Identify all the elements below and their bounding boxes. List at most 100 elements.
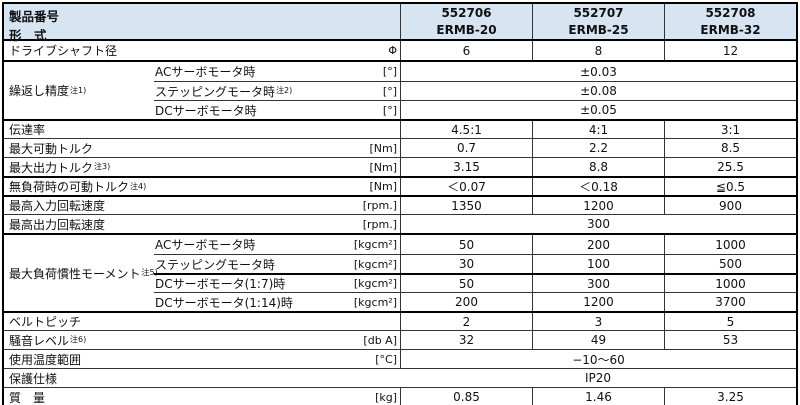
row-label: 騒音レベル — [9, 333, 70, 348]
product-column: 552708 ERMB-32 — [664, 4, 796, 39]
value-cell: 32 — [400, 331, 532, 349]
value-cell: ≦0.5 — [664, 178, 796, 195]
row-unit — [342, 369, 400, 387]
product-number-label: 製品番号 — [9, 9, 60, 24]
row-note: 注4) — [130, 181, 147, 191]
product-column: 552707 ERMB-25 — [532, 4, 664, 39]
sub-label: DCサーボモータ(1:7)時 — [155, 277, 286, 291]
row-unit: [kgcm²] — [353, 277, 397, 290]
row-label: 最高入力回転速度 — [9, 199, 106, 213]
group-label: 繰返し精度 — [9, 84, 70, 98]
product-number: 552706 — [441, 6, 492, 20]
spanned-value: 300 — [400, 215, 796, 233]
spanned-value: IP20 — [584, 371, 612, 385]
value-cell: 1200 — [532, 197, 664, 214]
value-cell: 1000 — [664, 275, 796, 292]
row-label: 保護仕様 — [9, 371, 58, 386]
sub-row-ac-servo: ACサーボモータ時 [°] ±0.03 — [154, 62, 796, 81]
row-unit: Φ — [388, 44, 397, 57]
row-unit: [°] — [382, 84, 397, 98]
row-label: 使用温度範囲 — [9, 352, 82, 367]
sub-label: ACサーボモータ時 — [155, 65, 256, 79]
spec-row-max-output-speed: 最高出力回転速度 [rpm.] 300 — [4, 214, 796, 233]
value-cell: 200 — [532, 235, 664, 254]
row-label: 質 量 — [9, 390, 46, 405]
value-cell: 1000 — [664, 235, 796, 254]
sub-row-stepping: ステッピングモータ時 注2) [°] ±0.08 — [154, 81, 796, 100]
spec-group-repeatability: 繰返し精度 注1) ACサーボモータ時 [°] ±0.03 ステッピングモータ時注… — [4, 60, 796, 119]
table-header: 製品番号 形 式 552706 ERMB-20 552707 ERMB-25 5… — [4, 4, 796, 43]
value-cell: 4:1 — [532, 121, 664, 138]
value-cell: 12 — [664, 41, 796, 60]
product-model: ERMB-25 — [568, 23, 629, 37]
sub-row-dc-servo-1-14: DCサーボモータ(1:14)時 [kgcm²] 200 1200 3700 — [154, 292, 796, 311]
product-number: 552708 — [705, 6, 756, 20]
value-cell: 4.5:1 — [400, 121, 532, 138]
value-cell: 50 — [400, 235, 532, 254]
spec-row-temperature-range: 使用温度範囲 [°C] −10〜60 — [4, 349, 796, 368]
value-cell: 8.5 — [664, 139, 796, 157]
spanned-value: ±0.03 — [400, 62, 796, 81]
row-note: 注3) — [94, 162, 111, 171]
spanned-value: ±0.05 — [400, 101, 796, 119]
row-unit: [rpm.] — [362, 199, 397, 212]
value-cell: 53 — [664, 331, 796, 349]
spec-row-max-movable-torque: 最大可動トルク [Nm] 0.7 2.2 8.5 — [4, 138, 796, 157]
value-cell: 5 — [664, 313, 796, 330]
spec-row-transmission-ratio: 伝達率 4.5:1 4:1 3:1 — [4, 119, 796, 138]
value-cell: 3 — [532, 313, 664, 330]
value-cell: 6 — [400, 41, 532, 60]
value-cell: 50 — [400, 275, 532, 292]
row-unit: [db A] — [363, 333, 397, 347]
row-label: 最大出力トルク — [9, 160, 94, 175]
row-unit: [kg] — [375, 390, 397, 404]
row-unit — [342, 313, 400, 330]
value-cell: ＜0.18 — [532, 178, 664, 195]
group-label: 最大負荷慣性モーメント — [9, 266, 141, 281]
sub-label: ACサーボモータ時 — [155, 238, 256, 252]
model-label: 形 式 — [9, 28, 47, 43]
row-unit: [kgcm²] — [353, 257, 397, 271]
spec-row-noise-level: 騒音レベル 注6) [db A] 32 49 53 — [4, 330, 796, 349]
value-cell: ＜0.07 — [400, 178, 532, 195]
value-cell: 0.7 — [400, 139, 532, 157]
row-unit: [Nm] — [369, 160, 397, 174]
row-unit: [kgcm²] — [353, 295, 397, 309]
value-cell: 49 — [532, 331, 664, 349]
sub-label: DCサーボモータ時 — [155, 103, 257, 118]
value-cell: 1.46 — [532, 388, 664, 405]
sub-note: 注2) — [276, 86, 293, 95]
value-cell: 3.25 — [664, 388, 796, 405]
value-cell: 3:1 — [664, 121, 796, 138]
value-cell: 2.2 — [532, 139, 664, 157]
spec-group-load-inertia: 最大負荷慣性モーメント 注5) ACサーボモータ時 [kgcm²] 50 200 … — [4, 233, 796, 311]
sub-row-dc-servo: DCサーボモータ時 [°] ±0.05 — [154, 100, 796, 119]
value-cell: 8 — [532, 41, 664, 60]
row-label: 最高出力回転速度 — [9, 217, 106, 232]
product-model: ERMB-20 — [436, 23, 497, 37]
row-unit: [kgcm²] — [353, 238, 397, 251]
value-cell: 0.85 — [400, 388, 532, 405]
row-unit: [rpm.] — [362, 217, 397, 231]
spec-row-protection-class: 保護仕様 IP20 — [4, 368, 796, 387]
group-note: 注1) — [70, 85, 87, 95]
sub-row-ac-servo: ACサーボモータ時 [kgcm²] 50 200 1000 — [154, 235, 796, 254]
row-unit: [°] — [382, 65, 397, 78]
product-model: ERMB-32 — [700, 23, 761, 37]
header-left-cell: 製品番号 形 式 — [4, 4, 400, 43]
row-unit: [°] — [382, 103, 397, 117]
product-number: 552707 — [573, 6, 624, 20]
row-unit: [°C] — [375, 352, 397, 366]
spanned-value: ±0.08 — [400, 82, 796, 100]
row-label: 伝達率 — [9, 123, 46, 137]
value-cell: 3700 — [664, 293, 796, 311]
spec-row-drive-shaft-diameter: ドライブシャフト径 Φ 6 8 12 — [4, 41, 796, 60]
spec-row-belt-pitch: ベルトピッチ 2 3 5 — [4, 311, 796, 330]
row-label: ベルトピッチ — [9, 315, 82, 329]
sub-label: ステッピングモータ時 — [155, 257, 276, 272]
spanned-value: −10〜60 — [400, 350, 796, 368]
spec-row-max-output-torque: 最大出力トルク 注3) [Nm] 3.15 8.8 25.5 — [4, 157, 796, 176]
product-column: 552706 ERMB-20 — [400, 4, 532, 39]
row-note: 注6) — [70, 335, 87, 344]
